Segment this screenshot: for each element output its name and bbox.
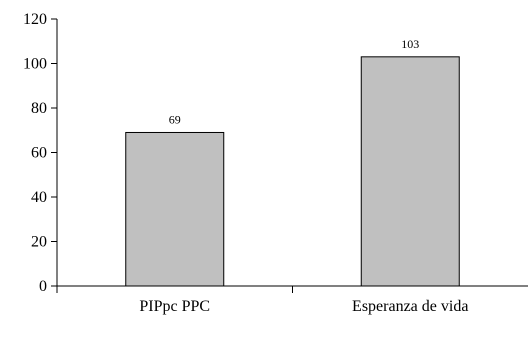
y-axis: 0 20 40 60 80 100 120 [23, 11, 58, 295]
bar [360, 56, 460, 287]
data-labels: 69 103 [169, 37, 420, 127]
x-tick-label: Esperanza de vida [352, 298, 468, 315]
y-tick-label: 40 [31, 189, 47, 206]
y-tick-label: 60 [31, 145, 47, 162]
bars [125, 56, 460, 287]
y-tick-label: 0 [39, 278, 47, 295]
x-tick-label: PIPpc PPC [139, 298, 210, 315]
data-label: 103 [401, 37, 419, 51]
x-axis: PIPpc PPC Esperanza de vida [56, 285, 528, 315]
data-label: 69 [169, 112, 181, 126]
y-tick-label: 20 [31, 234, 47, 251]
bar [125, 131, 225, 287]
y-tick-label: 100 [23, 56, 47, 73]
y-tick-label: 120 [23, 11, 47, 28]
y-tick-label: 80 [31, 100, 47, 117]
